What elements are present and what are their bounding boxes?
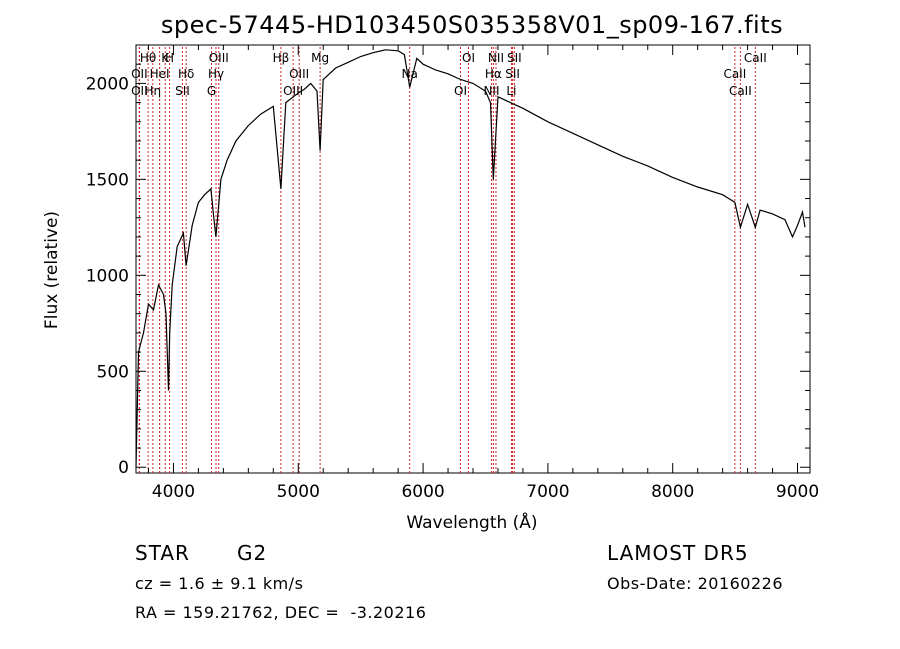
y-tick-label-0: 0 bbox=[118, 458, 129, 478]
line-label-8: SII bbox=[175, 84, 190, 98]
y-tick-label-1: 500 bbox=[97, 362, 129, 382]
survey-label: LAMOST DR5 bbox=[607, 541, 749, 565]
y-tick-label-2: 1000 bbox=[86, 266, 129, 286]
line-label-5: Hη bbox=[145, 84, 162, 98]
line-label-18: OI bbox=[462, 51, 475, 65]
plot-frame bbox=[135, 44, 811, 474]
line-label-12: Hβ bbox=[273, 51, 290, 65]
x-tick-label-4: 8000 bbox=[651, 482, 694, 502]
line-label-24: SII bbox=[507, 51, 522, 65]
y-tick-label-4: 2000 bbox=[86, 74, 129, 94]
line-label-3: K bbox=[161, 51, 170, 65]
line-label-11: G bbox=[207, 84, 216, 98]
x-tick-label-3: 7000 bbox=[526, 482, 569, 502]
line-label-1: OII bbox=[131, 67, 148, 81]
y-axis-label: Flux (relative) bbox=[42, 211, 62, 329]
spectrum-line bbox=[135, 49, 806, 468]
line-label-23: Li bbox=[506, 84, 516, 98]
line-label-27: CaII bbox=[744, 51, 767, 65]
chart-title: spec-57445-HD103450S035358V01_sp09-167.f… bbox=[161, 11, 783, 39]
x-tick-label-1: 5000 bbox=[277, 482, 320, 502]
line-label-9: OIII bbox=[209, 51, 229, 65]
line-label-2: OII bbox=[131, 84, 148, 98]
line-label-14: OIII bbox=[283, 84, 303, 98]
emission-line-markers bbox=[138, 47, 756, 473]
line-label-17: OI bbox=[454, 84, 467, 98]
line-label-4: HeI bbox=[150, 67, 170, 81]
object-subclass: G2 bbox=[237, 541, 268, 565]
line-label-7: Hδ bbox=[178, 67, 194, 81]
line-label-26: CaII bbox=[729, 84, 752, 98]
line-label-15: Mg bbox=[311, 51, 329, 65]
line-label-19: Hα bbox=[485, 67, 502, 81]
line-label-20: NII bbox=[483, 84, 499, 98]
axis-ticks: 4000 5000 6000 7000 8000 9000 0 500 1000 1500 2000 bbox=[86, 45, 819, 502]
coordinates-readout: RA = 159.21762, DEC = -3.20216 bbox=[135, 603, 427, 622]
line-label-13: OIII bbox=[289, 67, 309, 81]
line-label-6: H bbox=[165, 51, 174, 65]
line-label-21: NII bbox=[488, 51, 504, 65]
x-tick-label-0: 4000 bbox=[152, 482, 195, 502]
redshift-readout: cz = 1.6 ± 9.1 km/s bbox=[135, 574, 304, 593]
object-class: STAR bbox=[135, 541, 190, 565]
line-labels: HθOIIOIIKHeIHηHHδSIIOIIIHγGHβOIIIOIIIMgN… bbox=[131, 51, 767, 98]
x-tick-label-2: 6000 bbox=[401, 482, 444, 502]
plot-border bbox=[135, 44, 811, 474]
line-label-10: Hγ bbox=[208, 67, 224, 81]
observation-date: Obs-Date: 20160226 bbox=[607, 574, 784, 593]
x-tick-label-5: 9000 bbox=[776, 482, 819, 502]
line-label-22: SII bbox=[505, 67, 520, 81]
line-label-0: Hθ bbox=[140, 51, 156, 65]
line-label-16: Na bbox=[402, 67, 418, 81]
spectrum-series bbox=[135, 49, 806, 468]
y-tick-label-3: 1500 bbox=[86, 170, 129, 190]
x-axis-label: Wavelength (Å) bbox=[406, 511, 537, 533]
line-label-25: CaII bbox=[723, 67, 746, 81]
